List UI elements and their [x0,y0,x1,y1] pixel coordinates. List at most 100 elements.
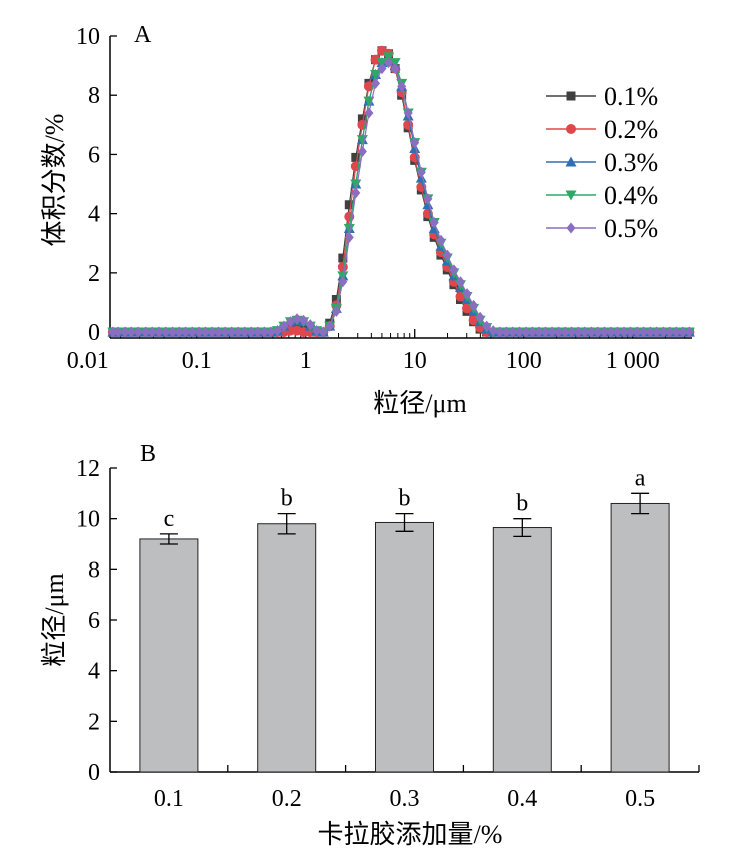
data-point [154,326,164,338]
data-point [599,326,609,338]
data-point [508,326,518,338]
data-point [580,326,590,338]
y-tick-label: 4 [88,202,100,228]
legend-marker [566,91,576,101]
panel-b-x-axis-label: 卡拉胶添加量/% [318,820,503,849]
bar [610,502,670,773]
data-point [390,63,400,75]
data-point [312,325,322,337]
data-point [331,305,341,317]
data-point [626,326,636,338]
data-point [639,326,649,338]
data-point [377,63,387,75]
data-point [455,276,465,288]
legend-marker [566,222,576,234]
data-point [161,326,171,338]
y-tick-label: 12 [76,456,100,482]
y-tick-label: 0 [88,760,100,786]
data-point [370,69,382,80]
data-point [108,326,118,338]
data-point [423,193,433,205]
data-point [534,326,544,338]
data-point [187,326,197,338]
bar [139,538,199,773]
legend-label: 0.1% [604,82,658,111]
data-point [344,231,354,243]
data-point [554,326,564,338]
legend-item: 0.3% [546,148,658,177]
data-point [350,179,362,190]
x-tick-label: 0.1 [182,348,212,374]
data-point [220,326,230,338]
data-point [227,326,237,338]
data-point [246,326,256,338]
data-point [397,80,407,92]
data-point [475,311,485,323]
panel-a-line-chart: A 0 2 4 6 8 10 0.01 0.1 1 10 100 1 000 0.1% 0.2% 0.3… [40,22,695,418]
significance-label: b [399,486,411,512]
bar [257,523,317,773]
legend-item: 0.1% [546,82,658,111]
data-point [469,299,479,311]
x-tick-label: 0.2 [272,786,302,812]
data-point [573,326,583,338]
data-point [141,326,151,338]
data-point [501,326,511,338]
y-tick-label: 8 [88,557,100,583]
y-tick-label: 0 [88,320,100,346]
data-point [253,326,263,338]
data-point [560,326,570,338]
data-point [338,253,348,263]
data-point [416,166,426,178]
data-point [285,316,295,328]
data-point [488,325,498,337]
data-point [168,326,178,338]
data-point [343,223,355,234]
legend-label: 0.5% [604,214,658,243]
bar-group: b 0.3 [375,486,434,812]
legend-marker [565,156,577,167]
panel-a-y-axis-label: 体积分数/% [40,114,69,247]
legend-label: 0.4% [604,181,658,210]
data-point [126,326,136,338]
panel-b-letter: B [140,441,156,467]
data-point [200,326,210,338]
data-point [442,249,452,261]
legend-item: 0.5% [546,214,658,243]
y-tick-label: 4 [88,659,100,685]
data-point [318,326,328,338]
data-point [521,326,531,338]
data-point [495,326,505,338]
legend-marker [565,190,577,201]
data-point [482,320,492,332]
data-point [547,326,557,338]
series-line [112,58,690,333]
data-point [632,326,642,338]
data-point [364,107,374,119]
panel-a-x-axis-label: 粒径/μm [373,389,466,418]
x-tick-label: 0.5 [625,786,655,812]
x-tick-label: 1 [300,348,312,374]
data-point [514,326,524,338]
data-point [259,326,269,338]
data-point [305,319,315,331]
data-point [658,326,668,338]
significance-label: b [281,486,293,512]
data-point [357,145,367,157]
y-tick-label: 8 [88,83,100,109]
bar-group: c 0.1 [139,506,199,812]
significance-label: b [516,491,528,517]
data-point [266,326,276,338]
significance-label: a [635,465,646,491]
data-point [370,54,381,65]
data-point [527,326,537,338]
data-point [449,264,459,276]
data-point [292,313,302,325]
data-point [113,326,123,338]
data-point [181,326,191,338]
x-tick-label: 10 [403,348,427,374]
data-point [606,326,616,338]
data-point [567,326,577,338]
x-tick-label: 0.1 [154,786,184,812]
x-tick-label: 100 [506,348,542,374]
